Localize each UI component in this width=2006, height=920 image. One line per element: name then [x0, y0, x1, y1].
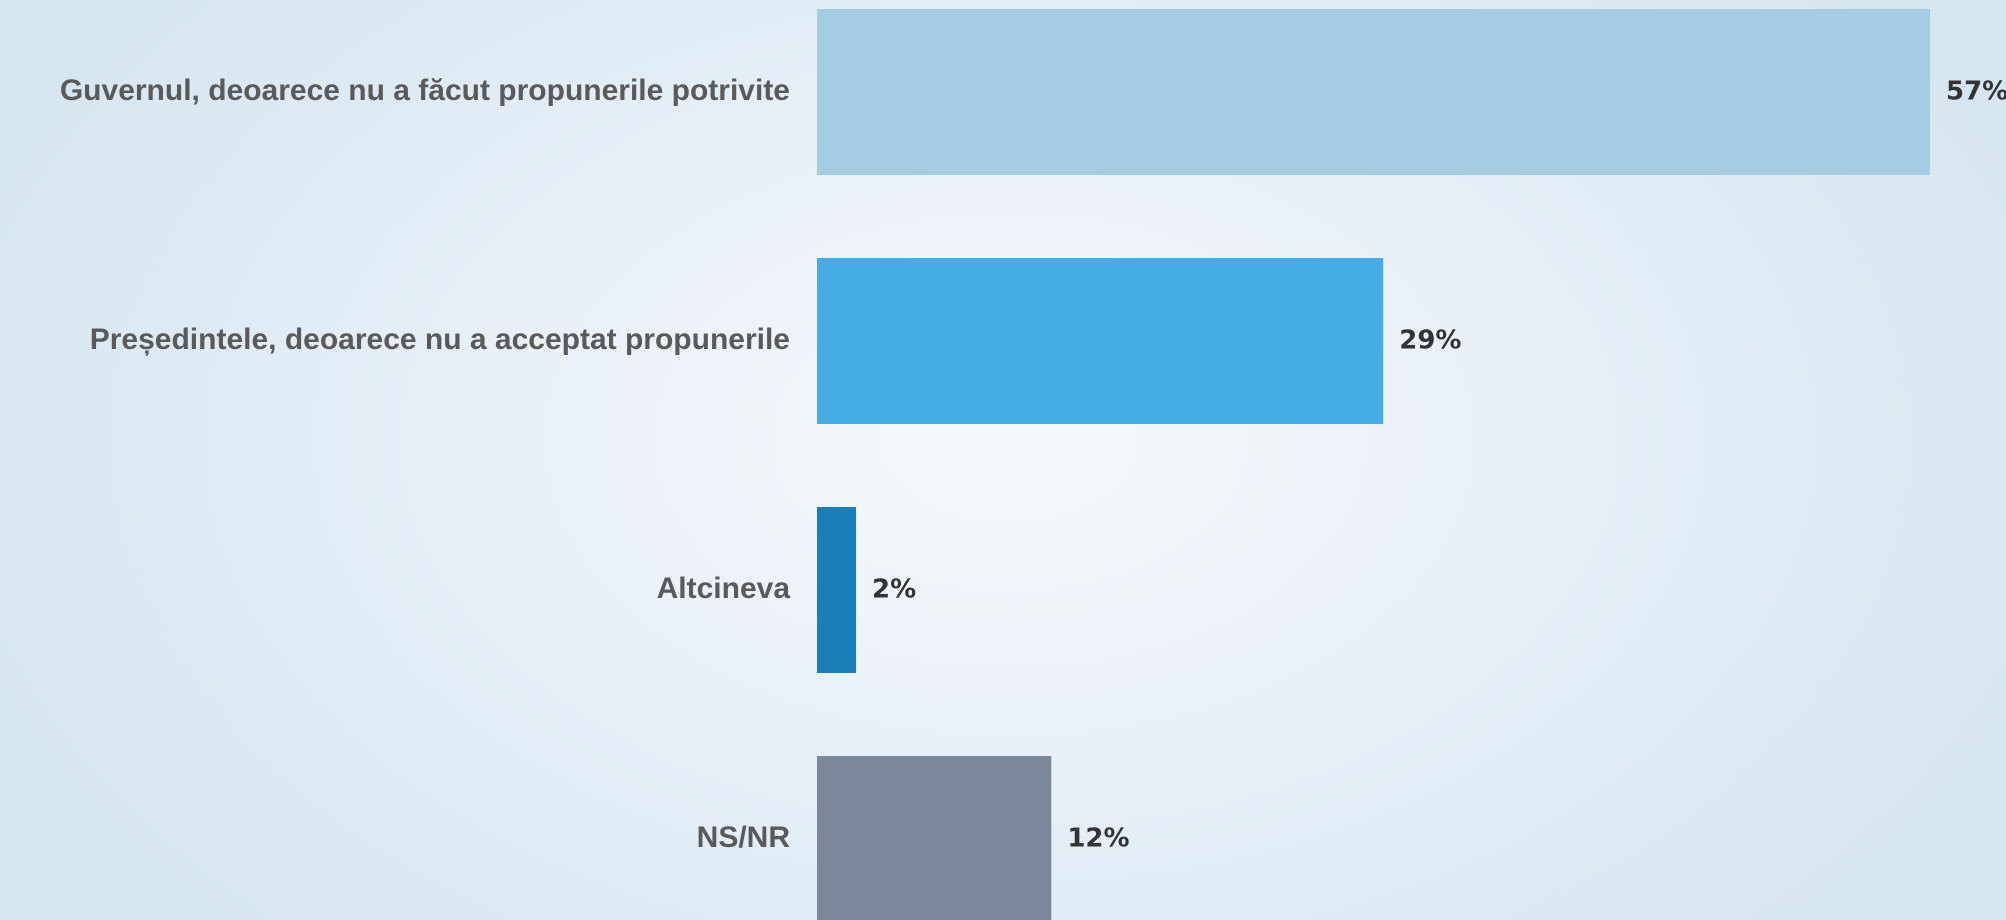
bar [817, 9, 1930, 175]
bar [817, 258, 1384, 424]
value-label: 2% [872, 575, 916, 605]
category-label: Președintele, deoarece nu a acceptat pro… [90, 323, 790, 356]
bar [817, 507, 857, 673]
category-label: Guvernul, deoarece nu a făcut propuneril… [60, 74, 790, 107]
value-label: 57% [1946, 77, 2006, 107]
value-label: 12% [1067, 824, 1129, 854]
category-label: Altcineva [657, 572, 791, 605]
value-label: 29% [1399, 326, 1461, 356]
category-label: NS/NR [697, 821, 791, 854]
bar [817, 756, 1052, 920]
